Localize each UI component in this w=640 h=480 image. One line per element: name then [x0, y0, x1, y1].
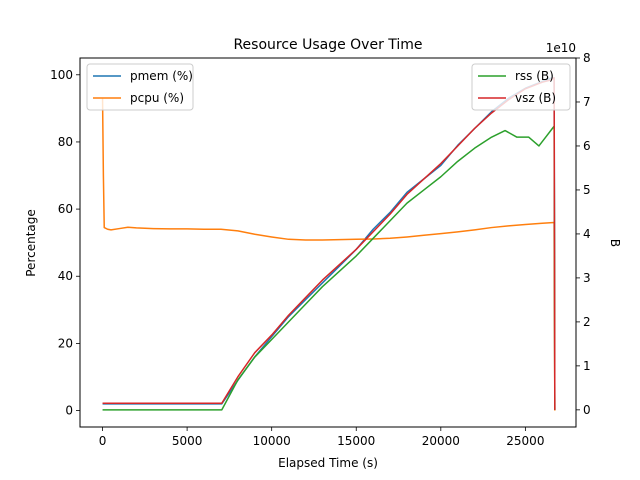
x-tick-label: 15000 [337, 434, 375, 448]
ticks: 0 5000 10000 15000 20000 25000 0 20 40 60 80 100 0 1 2… [50, 51, 591, 448]
legend-right: rss (B) vsz (B) [471, 63, 571, 111]
legend-label-vsz: vsz (B) [515, 91, 556, 105]
x-tick-label: 25000 [506, 434, 544, 448]
x-tick-label: 5000 [172, 434, 203, 448]
legend-label-rss: rss (B) [515, 69, 554, 83]
y-tick-label: 80 [58, 135, 73, 149]
y-tick-label: 0 [65, 404, 73, 418]
legend-left: pmem (%) pcpu (%) [86, 63, 194, 111]
y2-tick-label: 5 [583, 183, 591, 197]
y2-tick-label: 6 [583, 139, 591, 153]
axes-frame [79, 57, 577, 428]
y2-tick-label: 8 [583, 51, 591, 65]
y2-tick-label: 1 [583, 359, 591, 373]
legend-label-pcpu: pcpu (%) [130, 91, 184, 105]
y2-axis-label: B [608, 239, 622, 247]
y2-offset-text: 1e10 [546, 41, 576, 55]
y-tick-label: 40 [58, 269, 73, 283]
y2-tick-label: 7 [583, 95, 591, 109]
series-line-rss [102, 125, 556, 411]
y2-tick-label: 4 [583, 227, 591, 241]
legend-label-pmem: pmem (%) [130, 69, 193, 83]
y2-tick-label: 2 [583, 315, 591, 329]
y-axis-label: Percentage [24, 209, 38, 277]
chart-title: Resource Usage Over Time [233, 37, 422, 53]
series-line-pcpu [101, 98, 556, 411]
y-tick-label: 100 [50, 68, 73, 82]
x-tick-label: 10000 [253, 434, 291, 448]
x-tick-label: 0 [99, 434, 107, 448]
x-tick-label: 20000 [422, 434, 460, 448]
y2-tick-label: 0 [583, 403, 591, 417]
y-tick-label: 60 [58, 202, 73, 216]
y2-tick-label: 3 [583, 271, 591, 285]
x-axis-label: Elapsed Time (s) [278, 456, 378, 470]
y-tick-label: 20 [58, 336, 73, 350]
